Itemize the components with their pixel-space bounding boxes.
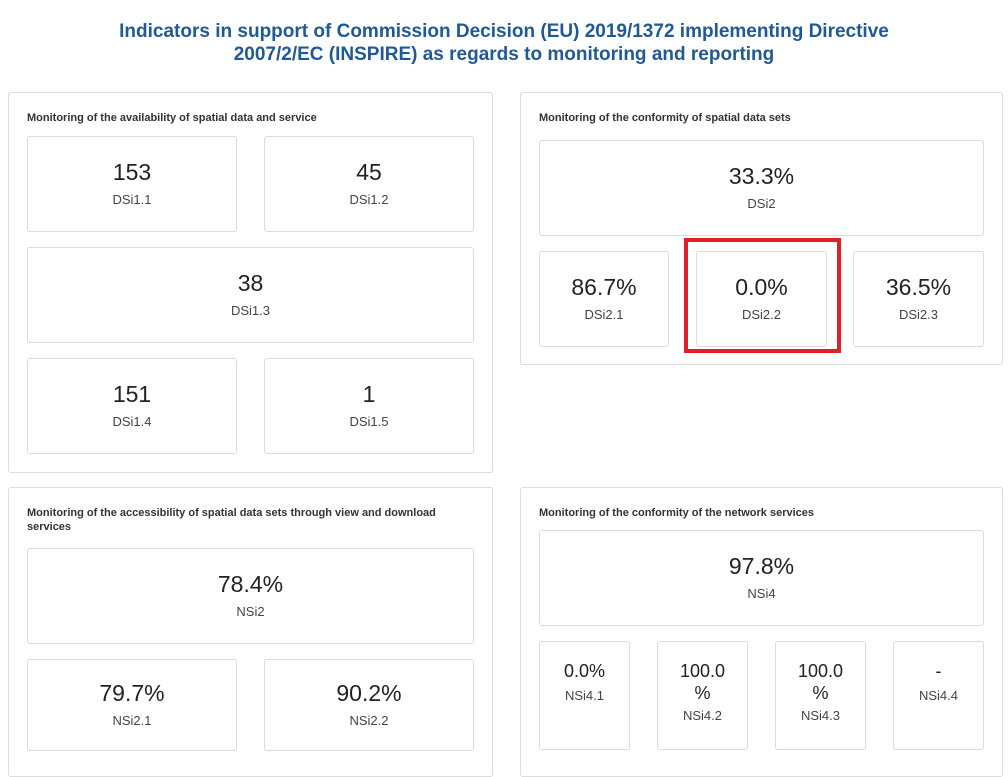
indicator-value: 45 xyxy=(356,159,382,185)
indicator-value: 151 xyxy=(112,381,152,407)
indicator-value: 36.5% xyxy=(885,274,952,300)
indicator-card-nsi4-3[interactable]: 100.0 % NSi4.3 xyxy=(775,641,866,750)
indicator-label: NSi4.1 xyxy=(564,688,605,703)
conformity-network-panel: Monitoring of the conformity of the netw… xyxy=(520,487,1003,777)
indicator-card-dsi2[interactable]: 33.3% DSi2 xyxy=(539,140,984,236)
indicator-card-nsi2-2[interactable]: 90.2% NSi2.2 xyxy=(264,659,474,751)
indicator-card-dsi2-2[interactable]: 0.0% DSi2.2 xyxy=(696,251,827,347)
indicator-value: 79.7% xyxy=(99,680,165,706)
accessibility-panel-title: Monitoring of the accessibility of spati… xyxy=(27,507,436,533)
indicator-value: 0.0% xyxy=(735,274,788,300)
indicator-label: DSi1.4 xyxy=(112,414,152,429)
indicator-label: NSi4.2 xyxy=(682,708,723,723)
indicator-card-dsi1-1[interactable]: 153 DSi1.1 xyxy=(27,136,237,232)
indicator-card-dsi1-3[interactable]: 38 DSi1.3 xyxy=(27,247,474,343)
indicator-value: 78.4% xyxy=(217,571,284,597)
indicator-value: - xyxy=(935,661,942,681)
indicator-value-line-1: 100.0 xyxy=(679,661,726,681)
indicator-value: 153 xyxy=(112,159,152,185)
availability-panel: Monitoring of the availability of spatia… xyxy=(8,92,493,473)
indicator-card-nsi4-2[interactable]: 100.0 % NSi4.2 xyxy=(657,641,748,750)
indicator-value: 97.8% xyxy=(728,553,795,579)
page-title-line-1: Indicators in support of Commission Deci… xyxy=(119,21,889,42)
accessibility-panel: Monitoring of the accessibility of spati… xyxy=(8,487,493,777)
indicator-label: DSi2.1 xyxy=(584,307,624,322)
indicator-label: DSi1.5 xyxy=(349,414,389,429)
indicator-card-nsi4-4[interactable]: - NSi4.4 xyxy=(893,641,984,750)
indicator-value-line-2: % xyxy=(812,683,829,703)
indicator-label: DSi2 xyxy=(747,196,776,211)
indicator-label: NSi4.3 xyxy=(800,708,841,723)
indicator-label: NSi2.2 xyxy=(349,713,389,728)
indicator-value: 90.2% xyxy=(336,680,402,706)
indicator-value: 38 xyxy=(237,270,264,296)
conformity-datasets-panel: Monitoring of the conformity of spatial … xyxy=(520,92,1003,365)
indicator-card-nsi2[interactable]: 78.4% NSi2 xyxy=(27,548,474,644)
indicator-label: DSi1.2 xyxy=(349,192,389,207)
indicator-label: NSi4 xyxy=(747,586,776,601)
indicator-value: 1 xyxy=(362,381,376,407)
indicator-label: DSi1.3 xyxy=(230,303,271,318)
highlight-box xyxy=(684,238,841,353)
indicator-card-nsi4[interactable]: 97.8% NSi4 xyxy=(539,530,984,626)
indicator-label: NSi2.1 xyxy=(112,713,152,728)
indicator-card-dsi2-1[interactable]: 86.7% DSi2.1 xyxy=(539,251,669,347)
page-title-line-2: 2007/2/EC (INSPIRE) as regards to monito… xyxy=(233,44,775,65)
indicator-card-dsi2-3[interactable]: 36.5% DSi2.3 xyxy=(853,251,984,347)
indicator-value: 33.3% xyxy=(728,163,795,189)
availability-panel-title: Monitoring of the availability of spatia… xyxy=(27,112,317,124)
conformity-network-panel-title: Monitoring of the conformity of the netw… xyxy=(539,507,815,519)
indicator-label: DSi2.3 xyxy=(898,307,939,322)
conformity-datasets-panel-title: Monitoring of the conformity of spatial … xyxy=(539,112,791,124)
indicator-card-dsi1-4[interactable]: 151 DSi1.4 xyxy=(27,358,237,454)
indicator-card-nsi4-1[interactable]: 0.0% NSi4.1 xyxy=(539,641,630,750)
indicator-label: DSi1.1 xyxy=(112,192,152,207)
indicator-label: NSi4.4 xyxy=(918,688,959,703)
indicator-card-dsi1-2[interactable]: 45 DSi1.2 xyxy=(264,136,474,232)
indicator-label: NSi2 xyxy=(236,604,265,619)
indicator-value: 86.7% xyxy=(571,274,637,300)
indicator-card-nsi2-1[interactable]: 79.7% NSi2.1 xyxy=(27,659,237,751)
indicator-card-dsi1-5[interactable]: 1 DSi1.5 xyxy=(264,358,474,454)
indicator-value-line-1: 100.0 xyxy=(797,661,844,681)
indicator-label: DSi2.2 xyxy=(741,307,782,322)
indicator-value: 0.0% xyxy=(563,661,606,681)
indicator-value-line-2: % xyxy=(694,683,711,703)
page-title: Indicators in support of Commission Deci… xyxy=(0,20,1008,66)
